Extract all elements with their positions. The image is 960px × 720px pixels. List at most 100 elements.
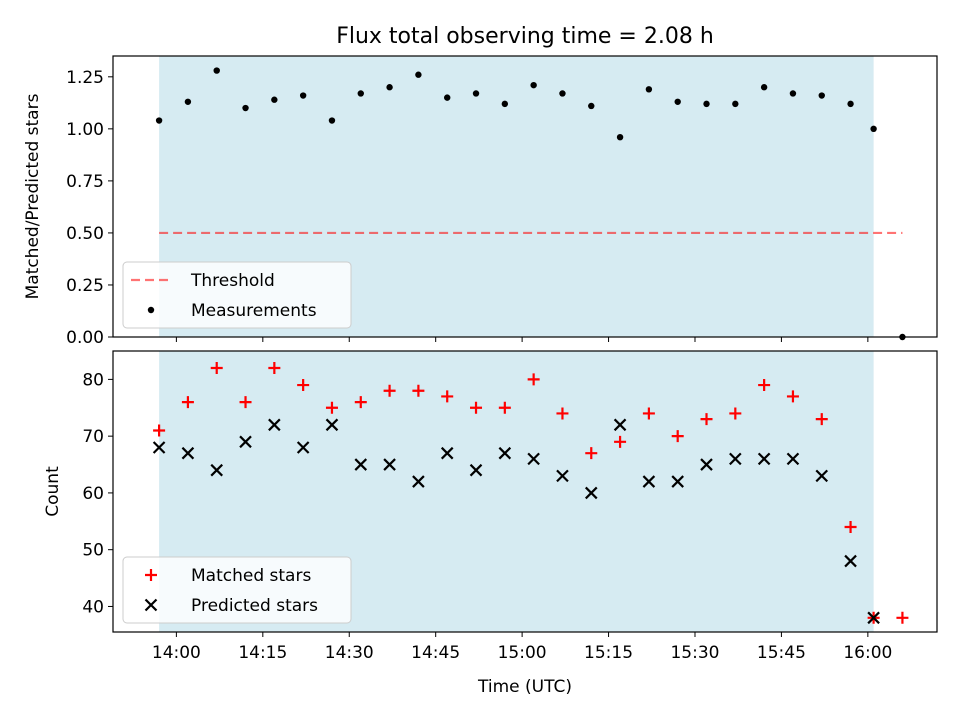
matched-star-point — [153, 424, 166, 437]
y-tick-label: 80 — [82, 370, 104, 390]
x-tick-label: 14:45 — [411, 643, 460, 663]
measurement-point — [328, 117, 336, 124]
matched-star-point — [441, 390, 454, 403]
legend-predicted-swatch — [144, 598, 158, 612]
measurement-point — [501, 100, 509, 108]
predicted-star-point — [700, 458, 713, 471]
measurement-point — [213, 67, 220, 74]
matched-star-point — [383, 384, 396, 397]
matched-star-point — [325, 401, 338, 414]
matched-star-point — [527, 373, 540, 386]
measurement-point — [703, 100, 710, 108]
predicted-star-point — [642, 475, 656, 488]
matched-star-point — [412, 384, 425, 397]
y-axis-label: Count — [43, 466, 63, 517]
measurement-point — [530, 81, 537, 89]
legend-box — [122, 261, 352, 329]
axes-frame — [112, 350, 938, 633]
matched-star-point — [210, 362, 223, 375]
matched-star-point — [268, 362, 281, 375]
count-panel: 40 50 60 70 80 14:00 14:15 14:30 14:45 15:00 15:15… — [43, 350, 938, 697]
x-tick-label: 15:30 — [670, 643, 719, 663]
predicted-star-point — [671, 475, 684, 488]
measurement-point — [847, 100, 854, 108]
y-axis-label: Matched/Predicted stars — [23, 93, 43, 299]
predicted-star-point — [325, 418, 339, 432]
matched-star-point — [614, 435, 627, 448]
matched-star-point — [700, 413, 713, 426]
y-tick-label: 60 — [82, 484, 104, 504]
measurement-point — [357, 90, 364, 97]
x-tick-label: 15:15 — [584, 643, 633, 663]
predicted-star-point — [867, 611, 880, 625]
legend-box — [122, 556, 352, 624]
matched-star-point — [729, 407, 742, 420]
predicted-star-point — [729, 452, 742, 466]
predicted-star-point — [469, 463, 483, 477]
measurement-point — [588, 102, 595, 110]
x-tick-label: 14:00 — [152, 643, 201, 663]
legend-label: Threshold — [190, 271, 275, 291]
x-tick-label: 14:30 — [325, 643, 374, 663]
measurement-point — [444, 94, 451, 101]
y-tick-label: 0.75 — [66, 172, 104, 192]
predicted-star-point — [383, 458, 396, 471]
predicted-star-point — [152, 441, 166, 454]
matched-star-point — [896, 611, 909, 624]
matched-star-point — [470, 401, 483, 414]
predicted-star-point — [296, 441, 310, 454]
legend: Threshold Measurements — [122, 261, 352, 329]
predicted-star-point — [527, 452, 540, 466]
measurement-point — [616, 133, 624, 141]
matched-star-point — [642, 407, 655, 420]
figure-title: Flux total observing time = 2.08 h — [336, 24, 714, 49]
matched-star-point — [354, 396, 367, 409]
measurement-point — [242, 104, 249, 112]
y-tick-label: 1.00 — [66, 120, 104, 140]
predicted-star-point — [239, 435, 252, 449]
measurement-point — [155, 117, 163, 124]
matched-star-point — [498, 401, 511, 414]
x-tick-label: 15:00 — [498, 643, 547, 663]
matched-star-point — [181, 396, 194, 409]
legend: Matched stars Predicted stars — [122, 556, 352, 624]
predicted-star-point — [354, 458, 368, 471]
measurement-point — [818, 92, 825, 99]
axes-frame — [112, 55, 938, 338]
measurement-point — [299, 92, 307, 99]
matched-star-point — [786, 390, 799, 403]
x-tick-label: 16:00 — [843, 643, 892, 663]
predicted-star-point — [498, 446, 512, 460]
predicted-star-point — [584, 486, 598, 500]
matched-star-point — [815, 413, 828, 426]
predicted-star-point — [556, 469, 569, 483]
measurement-point — [559, 90, 566, 97]
predicted-star-point — [210, 463, 223, 477]
legend-label: Matched stars — [191, 566, 311, 586]
ratio-panel: 0.00 0.25 0.50 0.75 1.00 1.25 Matched/Predicte… — [23, 55, 938, 348]
predicted-star-point — [412, 475, 425, 488]
measurement-point — [415, 71, 422, 78]
y-tick-label: 0.00 — [66, 328, 104, 348]
predicted-star-point — [786, 452, 800, 466]
legend-measurement-swatch — [147, 306, 155, 314]
matched-star-point — [844, 520, 857, 533]
measurement-point — [645, 86, 653, 93]
y-tick-label: 50 — [82, 541, 104, 561]
y-tick-label: 0.25 — [66, 276, 104, 296]
matched-star-point — [671, 430, 684, 443]
predicted-star-point — [613, 418, 627, 432]
predicted-star-point — [268, 418, 281, 432]
legend-label: Predicted stars — [191, 596, 318, 616]
y-tick-label: 70 — [82, 427, 104, 447]
measurement-point — [760, 84, 768, 91]
measurement-point — [184, 98, 192, 105]
x-tick-label: 14:15 — [238, 643, 287, 663]
matched-star-point — [585, 447, 598, 460]
matched-star-point — [556, 407, 569, 420]
predicted-star-point — [757, 452, 771, 466]
matched-star-point — [758, 379, 771, 392]
x-axis-label: Time (UTC) — [477, 677, 572, 697]
y-tick-label: 40 — [82, 597, 104, 617]
